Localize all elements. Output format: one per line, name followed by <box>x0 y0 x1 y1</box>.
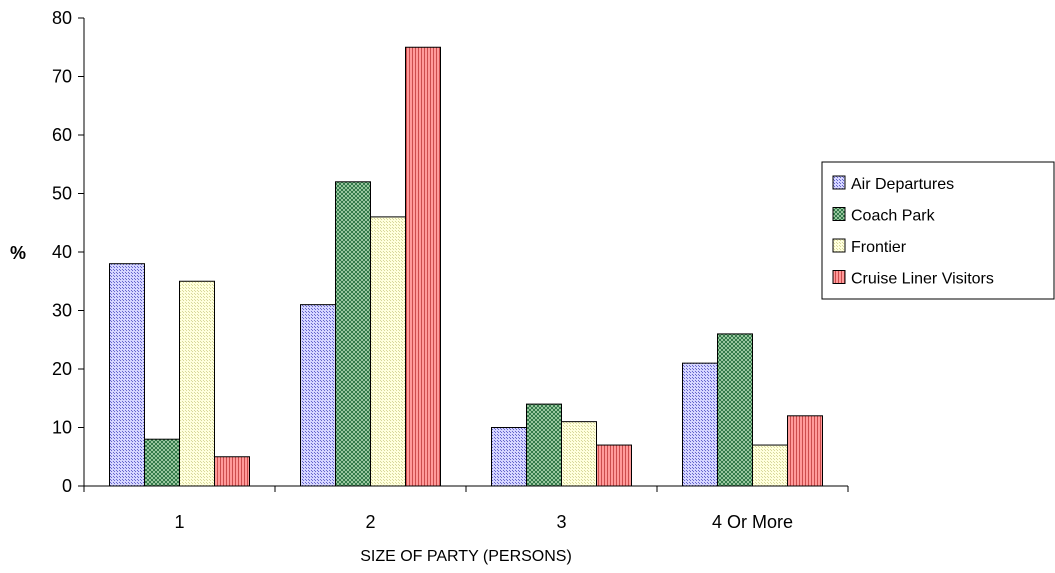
x-axis-ticks: 1 2 3 4 Or More <box>83 486 849 532</box>
plot-area: 0 10 20 30 40 50 60 70 80 1 2 3 4 Or More <box>52 8 849 532</box>
x-tick-label: 4 Or More <box>712 512 793 532</box>
bar-frontier-3 <box>752 444 788 487</box>
y-tick-label: 0 <box>62 476 72 496</box>
y-tick-label: 10 <box>52 418 72 438</box>
y-tick-label: 20 <box>52 359 72 379</box>
y-tick-label: 70 <box>52 67 72 87</box>
legend-swatch <box>832 175 846 190</box>
bar-coach-park-3 <box>717 333 753 487</box>
legend-label: Air Departures <box>851 176 954 193</box>
legend-swatch <box>832 270 846 284</box>
bar-frontier-2 <box>561 421 597 487</box>
legend-swatch <box>832 238 846 253</box>
bar-coach-park-1 <box>335 181 371 487</box>
bar-air-departures-3 <box>682 362 718 487</box>
bars-group <box>109 46 823 487</box>
bar-cruise-liner-visitors-2 <box>596 444 632 487</box>
bar-air-departures-2 <box>491 427 527 487</box>
y-tick-label: 40 <box>52 242 72 262</box>
y-axis-title: % <box>10 243 26 263</box>
x-axis-title: SIZE OF PARTY (PERSONS) <box>360 548 572 565</box>
legend-label: Frontier <box>851 239 907 256</box>
bar-cruise-liner-visitors-0 <box>214 456 250 487</box>
y-tick-label: 80 <box>52 8 72 28</box>
bar-air-departures-0 <box>109 263 145 487</box>
y-axis-ticks: 0 10 20 30 40 50 60 70 80 <box>52 8 84 496</box>
y-tick-label: 30 <box>52 301 72 321</box>
legend-frame <box>821 161 1055 300</box>
legend-label: Coach Park <box>851 208 936 225</box>
legend-label: Cruise Liner Visitors <box>851 271 994 288</box>
bar-cruise-liner-visitors-1 <box>405 46 441 487</box>
legend: Air Departures Coach Park Frontier Cruise L… <box>821 161 1055 300</box>
bar-frontier-0 <box>179 280 215 487</box>
x-tick-label: 2 <box>365 512 375 532</box>
legend-swatch <box>832 207 846 221</box>
bar-air-departures-1 <box>300 304 336 487</box>
y-tick-label: 60 <box>52 125 72 145</box>
x-tick-label: 3 <box>556 512 566 532</box>
legend-items: Air Departures Coach Park Frontier Cruise L… <box>832 175 994 288</box>
bar-coach-park-0 <box>144 438 180 487</box>
bar-frontier-1 <box>370 216 406 487</box>
bar-cruise-liner-visitors-3 <box>787 415 823 487</box>
bar-coach-park-2 <box>526 403 562 487</box>
x-tick-label: 1 <box>174 512 184 532</box>
y-tick-label: 50 <box>52 184 72 204</box>
